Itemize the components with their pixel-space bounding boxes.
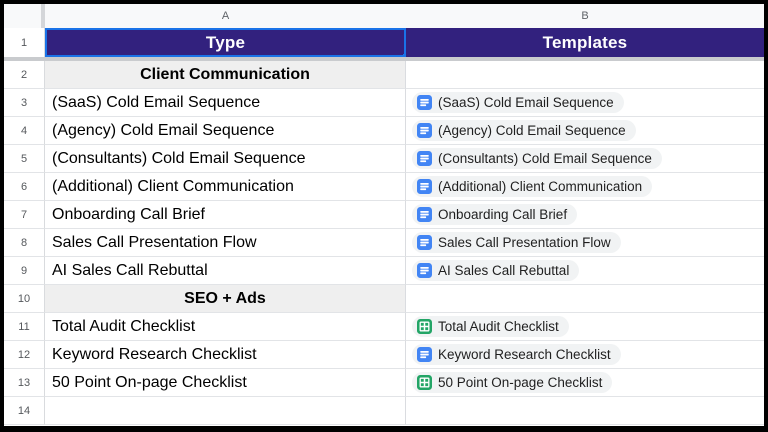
- document-icon: [417, 151, 432, 166]
- table-header-row: 1 Type Templates: [4, 28, 764, 57]
- type-cell[interactable]: (Agency) Cold Email Sequence: [45, 117, 406, 145]
- row-number[interactable]: 9: [4, 257, 45, 285]
- row-number[interactable]: 1: [4, 28, 45, 57]
- column-header-strip: A B: [4, 4, 764, 28]
- row-number[interactable]: 7: [4, 201, 45, 229]
- select-all-corner[interactable]: [4, 4, 45, 28]
- fill-handle[interactable]: [403, 54, 406, 57]
- section-header-cell[interactable]: Client Communication: [45, 61, 406, 89]
- type-cell[interactable]: Sales Call Presentation Flow: [45, 229, 406, 257]
- templates-cell[interactable]: Onboarding Call Brief: [406, 201, 764, 229]
- sheet-row: 14: [4, 397, 764, 425]
- row-number[interactable]: 4: [4, 117, 45, 145]
- template-chip[interactable]: (SaaS) Cold Email Sequence: [412, 92, 624, 113]
- cell-b1-templates-header[interactable]: Templates: [406, 28, 764, 57]
- sheet-row: 13 50 Point On-page Checklist 50 Point On-…: [4, 369, 764, 397]
- templates-cell[interactable]: [406, 285, 764, 313]
- spreadsheet-icon: [417, 319, 432, 334]
- templates-cell[interactable]: AI Sales Call Rebuttal: [406, 257, 764, 285]
- templates-cell[interactable]: Keyword Research Checklist: [406, 341, 764, 369]
- templates-cell[interactable]: (Consultants) Cold Email Sequence: [406, 145, 764, 173]
- row-number[interactable]: 5: [4, 145, 45, 173]
- template-chip[interactable]: (Consultants) Cold Email Sequence: [412, 148, 662, 169]
- templates-cell[interactable]: Sales Call Presentation Flow: [406, 229, 764, 257]
- type-header-label: Type: [205, 32, 246, 52]
- type-cell[interactable]: Keyword Research Checklist: [45, 341, 406, 369]
- template-chip[interactable]: (Additional) Client Communication: [412, 176, 653, 197]
- frozen-row-divider: [4, 57, 764, 61]
- template-chip-label: 50 Point On-page Checklist: [438, 375, 603, 390]
- row-number[interactable]: 10: [4, 285, 45, 313]
- template-chip[interactable]: (Agency) Cold Email Sequence: [412, 120, 636, 141]
- document-icon: [417, 123, 432, 138]
- template-chip[interactable]: Keyword Research Checklist: [412, 344, 621, 365]
- sheet-row: 9 AI Sales Call Rebuttal AI Sales Call Reb…: [4, 257, 764, 285]
- row-number[interactable]: 14: [4, 397, 45, 425]
- sheet-row: 6 (Additional) Client Communication (Addit…: [4, 173, 764, 201]
- type-cell[interactable]: AI Sales Call Rebuttal: [45, 257, 406, 285]
- template-chip[interactable]: Sales Call Presentation Flow: [412, 232, 621, 253]
- document-icon: [417, 347, 432, 362]
- template-chip-label: (Additional) Client Communication: [438, 179, 643, 194]
- row-number[interactable]: 6: [4, 173, 45, 201]
- document-icon: [417, 207, 432, 222]
- template-chip-label: (Agency) Cold Email Sequence: [438, 123, 626, 138]
- type-cell[interactable]: (Consultants) Cold Email Sequence: [45, 145, 406, 173]
- sheet-body: 2 Client Communication 3 (SaaS) Cold Email …: [4, 61, 764, 425]
- template-chip-label: (SaaS) Cold Email Sequence: [438, 95, 614, 110]
- template-chip-label: Onboarding Call Brief: [438, 207, 568, 222]
- templates-cell[interactable]: (Additional) Client Communication: [406, 173, 764, 201]
- sheet-row: 8 Sales Call Presentation Flow Sales Call …: [4, 229, 764, 257]
- row-number[interactable]: 13: [4, 369, 45, 397]
- spreadsheet: A B 1 Type Templates 2 Client Communicati…: [4, 4, 764, 426]
- sheet-row: 3 (SaaS) Cold Email Sequence (SaaS) Cold E…: [4, 89, 764, 117]
- templates-cell[interactable]: Total Audit Checklist: [406, 313, 764, 341]
- sheet-row: 11 Total Audit Checklist Total Audit Check…: [4, 313, 764, 341]
- template-chip[interactable]: 50 Point On-page Checklist: [412, 372, 613, 393]
- row-number[interactable]: 12: [4, 341, 45, 369]
- row-number[interactable]: 8: [4, 229, 45, 257]
- sheet-row: 7 Onboarding Call Brief Onboarding Call Br…: [4, 201, 764, 229]
- document-icon: [417, 235, 432, 250]
- sheet-row: 5 (Consultants) Cold Email Sequence (Consu…: [4, 145, 764, 173]
- type-cell[interactable]: (Additional) Client Communication: [45, 173, 406, 201]
- column-header-b[interactable]: B: [581, 10, 589, 22]
- row-number[interactable]: 3: [4, 89, 45, 117]
- templates-cell[interactable]: [406, 397, 764, 425]
- template-chip-label: (Consultants) Cold Email Sequence: [438, 151, 652, 166]
- document-icon: [417, 95, 432, 110]
- template-chip[interactable]: Onboarding Call Brief: [412, 204, 578, 225]
- template-chip-label: Total Audit Checklist: [438, 319, 559, 334]
- templates-cell[interactable]: (Agency) Cold Email Sequence: [406, 117, 764, 145]
- type-cell[interactable]: Onboarding Call Brief: [45, 201, 406, 229]
- type-cell[interactable]: 50 Point On-page Checklist: [45, 369, 406, 397]
- type-cell[interactable]: [45, 397, 406, 425]
- section-header-cell[interactable]: SEO + Ads: [45, 285, 406, 313]
- template-chip[interactable]: AI Sales Call Rebuttal: [412, 260, 580, 281]
- templates-cell[interactable]: 50 Point On-page Checklist: [406, 369, 764, 397]
- template-chip-label: Keyword Research Checklist: [438, 347, 611, 362]
- sheet-row: 10 SEO + Ads: [4, 285, 764, 313]
- document-icon: [417, 179, 432, 194]
- sheet-row: 4 (Agency) Cold Email Sequence (Agency) Co…: [4, 117, 764, 145]
- template-chip-label: AI Sales Call Rebuttal: [438, 263, 570, 278]
- templates-cell[interactable]: [406, 61, 764, 89]
- cell-a1-type-header[interactable]: Type: [45, 28, 406, 57]
- spreadsheet-icon: [417, 375, 432, 390]
- template-chip[interactable]: Total Audit Checklist: [412, 316, 569, 337]
- column-header-a[interactable]: A: [221, 10, 230, 22]
- templates-cell[interactable]: (SaaS) Cold Email Sequence: [406, 89, 764, 117]
- row-number[interactable]: 2: [4, 61, 45, 89]
- row-number[interactable]: 11: [4, 313, 45, 341]
- type-cell[interactable]: Total Audit Checklist: [45, 313, 406, 341]
- template-chip-label: Sales Call Presentation Flow: [438, 235, 611, 250]
- document-icon: [417, 263, 432, 278]
- sheet-row: 2 Client Communication: [4, 61, 764, 89]
- sheet-row: 12 Keyword Research Checklist Keyword Rese…: [4, 341, 764, 369]
- templates-header-label: Templates: [542, 32, 628, 52]
- type-cell[interactable]: (SaaS) Cold Email Sequence: [45, 89, 406, 117]
